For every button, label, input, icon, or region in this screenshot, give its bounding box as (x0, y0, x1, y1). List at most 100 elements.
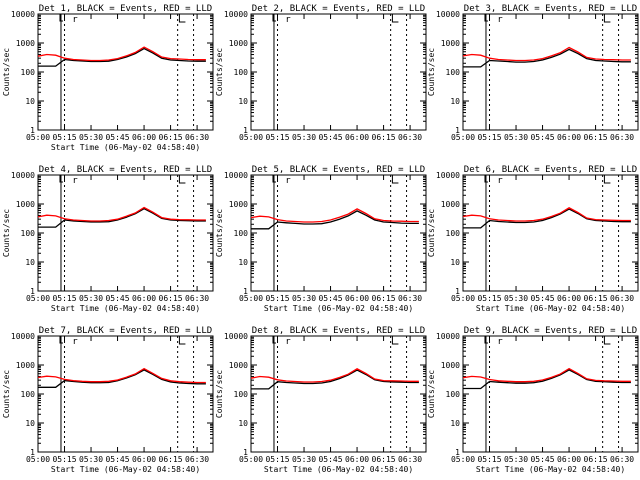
flag-marker (178, 175, 186, 184)
series-line-events (463, 369, 631, 390)
x-tick-label: 06:15 (159, 455, 183, 464)
flag-marker (272, 14, 276, 22)
x-tick-label: 05:15 (477, 133, 501, 142)
y-axis-label: Counts/sec (2, 209, 11, 257)
flag-marker (59, 336, 63, 344)
panel-marker: r (285, 176, 291, 186)
x-tick-label: 06:00 (557, 133, 581, 142)
x-tick-label: 05:45 (105, 455, 129, 464)
x-tick-label: 05:45 (105, 294, 129, 303)
y-tick-label: 1000 (16, 361, 35, 370)
x-tick-label: 05:00 (239, 294, 263, 303)
x-tick-label: 05:30 (504, 133, 528, 142)
detector-panel: Det 1, BLACK = Events, RED = LLD 1 10 100 10… (2, 4, 214, 152)
x-tick-label: 05:00 (26, 455, 50, 464)
x-tick-label: 05:15 (52, 294, 76, 303)
y-tick-label: 100 (21, 68, 36, 77)
y-tick-label: 10000 (11, 171, 35, 180)
y-tick-label: 100 (21, 390, 36, 399)
x-tick-label: 05:45 (530, 133, 554, 142)
series-line-events (463, 208, 631, 229)
x-axis-label: Start Time (06-May-02 04:58:40) (476, 304, 625, 313)
y-tick-label: 10 (238, 419, 248, 428)
x-tick-label: 05:00 (239, 133, 263, 142)
series-line-lld (462, 207, 631, 222)
y-tick-label: 100 (234, 68, 249, 77)
series-line-lld (37, 206, 206, 222)
panel-title: Det 5, BLACK = Events, RED = LLD (252, 165, 425, 175)
panel-marker: r (497, 337, 503, 347)
flag-marker (484, 175, 488, 183)
x-tick-label: 05:00 (451, 294, 475, 303)
y-tick-label: 10 (450, 258, 460, 267)
y-tick-label: 1000 (441, 39, 460, 48)
y-tick-label: 1 (30, 126, 35, 135)
y-tick-label: 100 (446, 390, 461, 399)
flag-marker (178, 14, 186, 23)
series-line-events (251, 369, 419, 390)
plot-frame (462, 335, 639, 453)
y-tick-label: 1 (455, 448, 460, 457)
panel-marker: r (285, 15, 291, 25)
y-axis-label: Counts/sec (427, 370, 436, 418)
x-tick-label: 05:45 (318, 294, 342, 303)
panel-title: Det 2, BLACK = Events, RED = LLD (252, 4, 425, 14)
x-tick-label: 05:30 (292, 455, 316, 464)
x-tick-label: 06:00 (132, 294, 156, 303)
x-tick-label: 05:15 (52, 455, 76, 464)
x-tick-label: 05:15 (265, 455, 289, 464)
x-tick-label: 05:30 (79, 455, 103, 464)
x-tick-label: 05:00 (239, 455, 263, 464)
y-axis-label: Counts/sec (427, 209, 436, 257)
plot-frame (37, 174, 214, 292)
flag-marker (391, 175, 399, 184)
panel-marker: r (497, 176, 503, 186)
detector-panel: Det 9, BLACK = Events, RED = LLD 1 10 100 10… (427, 326, 639, 474)
flag-marker (484, 336, 488, 344)
x-axis-label: Start Time (06-May-02 04:58:40) (476, 465, 625, 474)
series-line-lld (250, 208, 419, 223)
y-tick-label: 10000 (436, 332, 460, 341)
x-tick-label: 06:15 (159, 133, 183, 142)
x-tick-label: 06:30 (610, 455, 634, 464)
panel-title: Det 9, BLACK = Events, RED = LLD (464, 326, 637, 336)
x-tick-label: 06:00 (557, 294, 581, 303)
x-tick-label: 05:00 (26, 294, 50, 303)
x-axis-label: Start Time (06-May-02 04:58:40) (51, 465, 200, 474)
plot-frame (37, 335, 214, 453)
y-tick-label: 10000 (436, 10, 460, 19)
y-tick-label: 1 (30, 448, 35, 457)
y-tick-label: 1000 (229, 39, 248, 48)
series-line-events (463, 48, 631, 68)
flag-marker (603, 175, 611, 184)
panel-title: Det 7, BLACK = Events, RED = LLD (39, 326, 212, 336)
x-tick-label: 05:30 (292, 133, 316, 142)
flag-marker (391, 336, 399, 345)
flag-marker (272, 336, 276, 344)
flag-marker (391, 14, 399, 23)
y-tick-label: 100 (21, 229, 36, 238)
panel-marker: r (285, 337, 291, 347)
y-tick-label: 100 (446, 68, 461, 77)
x-tick-label: 06:30 (610, 133, 634, 142)
detector-panel: Det 6, BLACK = Events, RED = LLD 1 10 100 10… (427, 165, 639, 313)
y-tick-label: 100 (234, 229, 249, 238)
x-tick-label: 06:30 (398, 133, 422, 142)
series-line-lld (37, 46, 206, 62)
x-tick-label: 05:45 (318, 133, 342, 142)
x-tick-label: 06:00 (345, 455, 369, 464)
x-tick-label: 05:45 (318, 455, 342, 464)
x-tick-label: 05:30 (79, 294, 103, 303)
y-tick-label: 1 (243, 287, 248, 296)
y-tick-label: 10 (25, 258, 35, 267)
flag-marker (603, 336, 611, 345)
series-line-events (251, 210, 419, 230)
panel-marker: r (497, 15, 503, 25)
y-tick-label: 1000 (16, 200, 35, 209)
x-tick-label: 05:30 (504, 455, 528, 464)
panel-marker: r (72, 337, 78, 347)
y-tick-label: 1 (30, 287, 35, 296)
y-axis-label: Counts/sec (215, 48, 224, 96)
x-tick-label: 06:15 (584, 133, 608, 142)
